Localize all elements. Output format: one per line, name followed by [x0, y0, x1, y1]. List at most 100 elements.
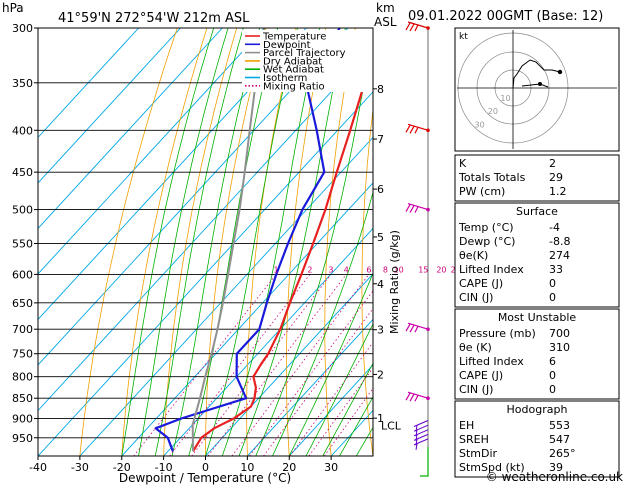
y-tick-label: 450	[12, 166, 33, 179]
surface-table-row-label: CAPE (J)	[459, 277, 503, 290]
isotherm-line	[247, 318, 373, 456]
pressure-unit-label: hPa	[2, 1, 24, 15]
hodograph-end-point	[557, 69, 563, 75]
hodograph-ring-label: 20	[488, 107, 498, 116]
isotherm-line	[79, 136, 373, 456]
temperature-line	[192, 51, 373, 452]
km-unit-label: km	[376, 1, 395, 15]
stats-table-row-label: PW (cm)	[459, 185, 505, 198]
isotherm-line	[38, 28, 181, 184]
km-tick-label: 4	[377, 278, 384, 291]
profile-series	[154, 28, 373, 452]
wind-barb-dot	[426, 26, 430, 30]
hodograph-table-row-label: StmSpd (kt)	[459, 461, 525, 474]
isotherm-line	[38, 28, 265, 275]
y-tick-label: 800	[12, 371, 33, 384]
hodograph-table-row-value: 265°	[549, 447, 576, 460]
parcel-trajectory-line	[191, 28, 266, 452]
most-unstable-table-row-value: 0	[549, 369, 556, 382]
most-unstable-table-title: Most Unstable	[498, 311, 577, 324]
stats-table-row-label: K	[459, 157, 467, 170]
wind-barbs	[405, 21, 430, 477]
stats-table-frame	[454, 154, 620, 202]
legend-label: Temperature	[262, 32, 326, 43]
mixing-ratio-label: 4	[344, 265, 349, 274]
isotherm-line	[38, 28, 139, 139]
hodograph-table-row-label: StmDir	[459, 447, 498, 460]
hodograph-table-row-label: EH	[459, 419, 474, 432]
km-tick-label: 3	[377, 324, 384, 337]
mixing-ratio-label: 1	[273, 265, 278, 274]
y-tick-label: 550	[12, 237, 33, 250]
wind-barb-dot	[426, 207, 430, 212]
dry-adiabat-line	[433, 28, 457, 456]
y-tick-label: 950	[12, 432, 33, 445]
most-unstable-table-row-label: Lifted Index	[459, 355, 524, 368]
legend-label: Dry Adiabat	[263, 56, 322, 67]
mixing-ratio-label: 6	[366, 265, 371, 274]
x-tick-label: 20	[282, 461, 296, 474]
isotherm-line	[288, 364, 373, 456]
most-unstable-table-row-value: 0	[549, 383, 556, 396]
km-tick-label: 5	[377, 231, 384, 244]
surface-table-row-value: 0	[549, 277, 556, 290]
hodograph-table-frame	[454, 400, 620, 478]
lcl-label: LCL	[381, 419, 402, 432]
plot-area	[38, 28, 457, 456]
y-tick-label: 500	[12, 204, 33, 217]
isotherm-line	[38, 28, 307, 321]
legend-label: Isotherm	[263, 73, 307, 84]
km-tick-label: 1	[377, 412, 384, 425]
wind-barb	[405, 391, 429, 402]
stats-table-row-value: 29	[549, 171, 563, 184]
legend-background	[242, 30, 374, 92]
surface-table-row-value: 0	[549, 291, 556, 304]
hodograph-table-title: Hodograph	[507, 403, 568, 416]
surface-table-row-label: Dewp (°C)	[459, 235, 515, 248]
most-unstable-table-row-label: θe (K)	[459, 341, 492, 354]
surface-table-row-value: -4	[549, 221, 560, 234]
y-tick-label: 600	[12, 268, 33, 281]
surface-table-row-value: 33	[549, 263, 563, 276]
x-tick-label: 30	[324, 461, 338, 474]
km-tick-label: 7	[377, 133, 384, 146]
surface-table-row-label: Lifted Index	[459, 263, 524, 276]
mixing-ratio-label: 2	[307, 265, 312, 274]
most-unstable-table-row-value: 700	[549, 327, 570, 340]
wind-barb	[405, 123, 429, 134]
mixing-ratio-label: 3	[328, 265, 333, 274]
temperature-axis: -40 -30 -20 -10 0 10 20 30	[29, 456, 338, 474]
hodograph-trace	[512, 59, 561, 89]
legend-label: Dewpoint	[263, 40, 311, 51]
most-unstable-table-row-label: CIN (J)	[459, 383, 493, 396]
surface-table-row-label: Temp (°C)	[458, 221, 514, 234]
hodograph-unit-label: kt	[459, 32, 468, 42]
wind-barb-dot	[426, 327, 430, 332]
mixing-ratio-label: 20	[436, 265, 446, 274]
copyright-label: © weatheronline.co.uk	[486, 470, 623, 484]
hodograph-table-row-value: 39	[549, 461, 563, 474]
hodograph-table-row-label: SREH	[459, 433, 489, 446]
most-unstable-table-row-label: Pressure (mb)	[459, 327, 536, 340]
y-tick-label: 700	[12, 323, 33, 336]
wet-adiabat-line	[154, 28, 244, 456]
y-tick-label: 750	[12, 348, 33, 361]
x-tick-label: -40	[29, 461, 47, 474]
y-tick-label: 400	[12, 124, 33, 137]
y-tick-label: 650	[12, 297, 33, 310]
most-unstable-table-row-label: CAPE (J)	[459, 369, 503, 382]
x-axis-label: Dewpoint / Temperature (°C)	[119, 471, 291, 485]
wind-barb	[405, 322, 429, 333]
hodograph-frame	[454, 27, 620, 152]
wet-adiabat-line	[138, 28, 229, 456]
wind-barb-surface	[420, 447, 429, 477]
hodograph-storm-point	[538, 82, 542, 86]
isotherm-line	[163, 227, 373, 456]
wind-barb-dot	[426, 396, 430, 401]
mixing-ratio-line	[249, 290, 373, 456]
